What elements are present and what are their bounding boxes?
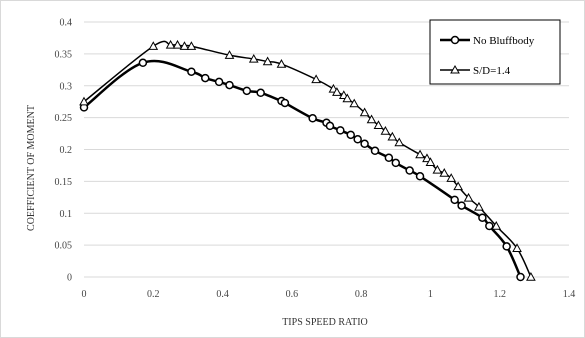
y-tick-label: 0: [67, 273, 72, 284]
data-point-sd-1-4: [415, 149, 425, 159]
data-point-sd-1-4: [148, 41, 159, 50]
data-point-sd-1-4: [349, 98, 360, 108]
data-point-no-bluffbody: [370, 146, 380, 156]
data-point-sd-1-4: [453, 181, 463, 191]
data-point-no-bluffbody: [325, 121, 335, 131]
y-tick-label: 0.15: [55, 177, 73, 188]
x-tick-label: 0: [82, 289, 87, 300]
data-point-sd-1-4: [224, 50, 235, 59]
x-tick-label: 0.8: [355, 289, 368, 300]
data-point-no-bluffbody: [225, 80, 234, 90]
data-point-no-bluffbody: [502, 242, 511, 251]
data-point-no-bluffbody: [485, 221, 494, 231]
legend: No Bluffbody S/D=1.4: [429, 19, 561, 85]
data-point-sd-1-4: [394, 137, 405, 147]
data-point-no-bluffbody: [391, 158, 401, 168]
data-point-sd-1-4: [359, 107, 370, 117]
legend-marker-triangle: [450, 64, 460, 74]
data-point-sd-1-4: [387, 131, 398, 141]
data-point-sd-1-4: [474, 201, 484, 211]
x-tick-label: 0.4: [216, 289, 229, 300]
y-tick-label: 0.05: [55, 241, 73, 252]
data-point-no-bluffbody: [346, 130, 355, 140]
data-point-sd-1-4: [512, 243, 522, 253]
data-point-no-bluffbody: [242, 86, 252, 96]
y-axis-title: COEFFICIENT OF MOMENT: [26, 105, 37, 231]
data-point-no-bluffbody: [457, 201, 466, 210]
data-point-no-bluffbody: [280, 98, 290, 108]
y-tick-label: 0.35: [55, 49, 73, 60]
x-tick-label: 1.4: [563, 289, 576, 300]
data-point-sd-1-4: [179, 41, 190, 50]
data-point-no-bluffbody: [187, 67, 196, 76]
data-point-sd-1-4: [439, 168, 450, 177]
data-point-sd-1-4: [432, 164, 443, 174]
data-point-no-bluffbody: [308, 114, 317, 123]
y-tick-label: 0.25: [55, 113, 73, 124]
y-tick-label: 0.2: [60, 145, 73, 156]
data-point-no-bluffbody: [516, 272, 525, 282]
data-point-no-bluffbody: [384, 153, 394, 163]
x-tick-label: 0.2: [147, 289, 160, 300]
x-tick-label: 1.2: [493, 289, 506, 300]
y-tick-label: 0.1: [60, 209, 73, 220]
y-axis-ticks: 0 0.05 0.1 0.15 0.2 0.25 0.3 0.35 0.4: [55, 18, 73, 284]
data-point-no-bluffbody: [360, 139, 369, 149]
data-point-no-bluffbody: [405, 166, 414, 175]
data-point-sd-1-4: [491, 220, 502, 230]
data-point-sd-1-4: [373, 120, 384, 129]
data-point-no-bluffbody: [353, 135, 362, 144]
data-point-no-bluffbody: [214, 77, 224, 87]
data-point-no-bluffbody: [478, 213, 487, 222]
y-tick-label: 0.4: [60, 18, 73, 29]
data-point-sd-1-4: [332, 87, 342, 96]
y-tick-label: 0.3: [60, 81, 73, 92]
data-point-no-bluffbody: [450, 195, 459, 205]
data-point-sd-1-4: [276, 59, 287, 68]
legend-label-sd-1-4: S/D=1.4: [473, 65, 511, 77]
x-axis-ticks: 0 0.2 0.4 0.6 0.8 1 1.2 1.4: [82, 289, 576, 300]
data-point-sd-1-4: [186, 41, 197, 50]
data-point-no-bluffbody: [138, 58, 148, 68]
data-point-no-bluffbody: [201, 73, 210, 83]
data-point-sd-1-4: [446, 173, 457, 182]
data-point-no-bluffbody: [256, 88, 265, 98]
data-point-sd-1-4: [366, 114, 377, 124]
series-group: [79, 39, 536, 282]
data-point-sd-1-4: [422, 153, 432, 163]
data-point-no-bluffbody: [415, 172, 425, 181]
data-point-sd-1-4: [425, 157, 436, 166]
data-point-sd-1-4: [342, 93, 353, 103]
data-point-sd-1-4: [165, 39, 176, 49]
data-point-sd-1-4: [248, 53, 259, 63]
x-tick-label: 1: [428, 289, 433, 300]
data-point-sd-1-4: [311, 74, 321, 84]
x-tick-label: 0.6: [286, 289, 299, 300]
legend-marker-circle: [450, 35, 460, 45]
data-point-sd-1-4: [526, 271, 536, 281]
data-point-sd-1-4: [463, 192, 474, 202]
legend-label-no-bluffbody: No Bluffbody: [473, 35, 535, 47]
data-point-no-bluffbody: [336, 126, 345, 135]
data-point-sd-1-4: [380, 125, 391, 135]
data-point-sd-1-4: [79, 96, 89, 106]
x-axis-title: TIPS SPEED RATIO: [282, 317, 368, 328]
data-point-sd-1-4: [172, 39, 183, 49]
data-point-sd-1-4: [262, 56, 273, 66]
